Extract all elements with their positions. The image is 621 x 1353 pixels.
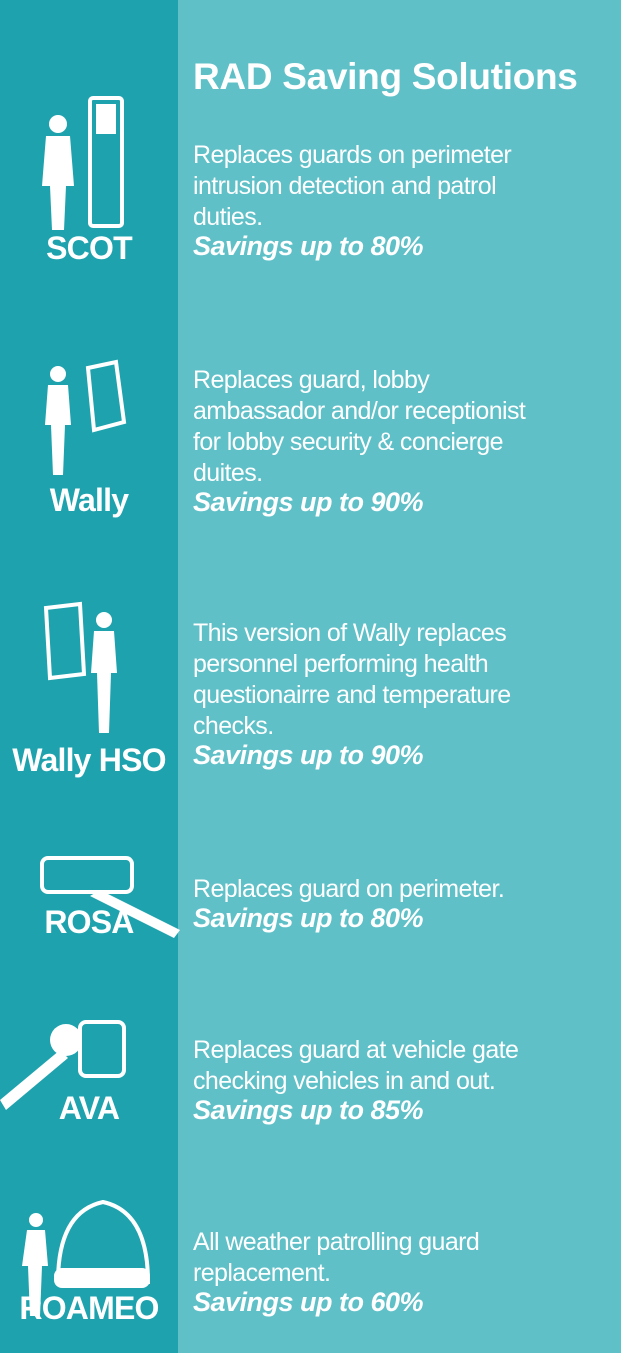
savings: Savings up to 80% (193, 231, 423, 262)
description: This version of Wally replaces (193, 618, 506, 649)
description: duties. (193, 202, 262, 233)
product-name: Wally (0, 482, 178, 519)
description: Replaces guards on perimeter (193, 140, 511, 171)
description: checks. (193, 711, 274, 742)
description: intrusion detection and patrol (193, 171, 496, 202)
savings: Savings up to 80% (193, 903, 423, 934)
product-name: ROAMEO (0, 1290, 178, 1327)
person-icon (42, 115, 74, 230)
savings: Savings up to 85% (193, 1095, 423, 1126)
wally-device (88, 362, 124, 430)
product-name: SCOT (0, 230, 178, 267)
product-name: AVA (0, 1090, 178, 1127)
savings: Savings up to 60% (193, 1287, 423, 1318)
roameo-robot (54, 1202, 150, 1288)
description: duites. (193, 458, 262, 489)
description: Replaces guard, lobby (193, 365, 429, 396)
product-name: Wally HSO (0, 742, 178, 779)
description: for lobby security & concierge (193, 427, 503, 458)
title: RAD Saving Solutions (193, 56, 578, 98)
description: ambassador and/or receptionist (193, 396, 525, 427)
description: checking vehicles in and out. (193, 1066, 495, 1097)
wally-hso-device (46, 604, 84, 678)
savings: Savings up to 90% (193, 740, 423, 771)
savings: Savings up to 90% (193, 487, 423, 518)
page: RAD Saving Solutions (() => { const data… (0, 0, 621, 1353)
description: Replaces guard on perimeter. (193, 874, 504, 905)
description: personnel performing health (193, 649, 488, 680)
description: Replaces guard at vehicle gate (193, 1035, 518, 1066)
scot-device (90, 98, 122, 226)
description: All weather patrolling guard (193, 1227, 479, 1258)
description: questionairre and temperature (193, 680, 511, 711)
person-icon (45, 366, 71, 475)
product-name: ROSA (0, 904, 178, 941)
description: replacement. (193, 1258, 330, 1289)
person-icon (91, 612, 117, 733)
